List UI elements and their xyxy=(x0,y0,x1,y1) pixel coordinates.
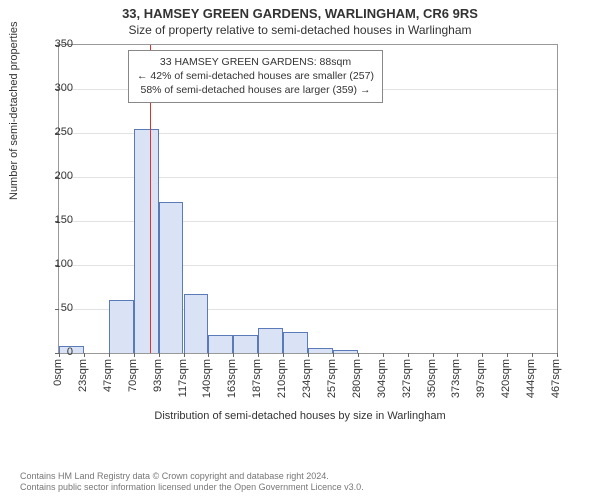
annotation-line: 58% of semi-detached houses are larger (… xyxy=(137,83,374,97)
histogram-bar xyxy=(134,129,159,353)
xtick-label: 47sqm xyxy=(102,359,114,392)
xtick-mark xyxy=(233,353,234,357)
xtick-mark xyxy=(333,353,334,357)
x-axis-label: Distribution of semi-detached houses by … xyxy=(0,410,600,422)
xtick-label: 397sqm xyxy=(475,359,487,398)
xtick-mark xyxy=(507,353,508,357)
xtick-label: 420sqm xyxy=(500,359,512,398)
footer-credits: Contains HM Land Registry data © Crown c… xyxy=(20,471,364,494)
xtick-mark xyxy=(208,353,209,357)
xtick-mark xyxy=(134,353,135,357)
xtick-mark xyxy=(383,353,384,357)
ytick-label: 350 xyxy=(33,38,73,50)
chart-area: 33 HAMSEY GREEN GARDENS: 88sqm ← 42% of … xyxy=(58,44,578,394)
xtick-label: 304sqm xyxy=(376,359,388,398)
histogram-bar xyxy=(258,328,283,353)
annotation-line: 33 HAMSEY GREEN GARDENS: 88sqm xyxy=(137,55,374,69)
annotation-box: 33 HAMSEY GREEN GARDENS: 88sqm ← 42% of … xyxy=(128,50,383,103)
ytick-label: 250 xyxy=(33,126,73,138)
xtick-label: 467sqm xyxy=(550,359,562,398)
xtick-label: 70sqm xyxy=(127,359,139,392)
footer-line: Contains HM Land Registry data © Crown c… xyxy=(20,471,364,483)
xtick-mark xyxy=(482,353,483,357)
xtick-label: 117sqm xyxy=(177,359,189,397)
histogram-bar xyxy=(283,332,308,353)
histogram-bar xyxy=(308,348,333,353)
xtick-label: 93sqm xyxy=(152,359,164,392)
xtick-label: 163sqm xyxy=(226,359,238,398)
xtick-mark xyxy=(109,353,110,357)
ytick-label: 100 xyxy=(33,258,73,270)
xtick-label: 257sqm xyxy=(326,359,338,398)
xtick-label: 234sqm xyxy=(301,359,313,398)
histogram-bar xyxy=(159,202,184,353)
xtick-mark xyxy=(457,353,458,357)
annotation-line: ← 42% of semi-detached houses are smalle… xyxy=(137,69,374,83)
ytick-label: 300 xyxy=(33,82,73,94)
xtick-mark xyxy=(258,353,259,357)
xtick-mark xyxy=(433,353,434,357)
xtick-label: 140sqm xyxy=(201,359,213,398)
ytick-label: 50 xyxy=(33,302,73,314)
xtick-mark xyxy=(283,353,284,357)
y-axis-label: Number of semi-detached properties xyxy=(8,21,20,200)
ytick-label: 200 xyxy=(33,170,73,182)
xtick-label: 444sqm xyxy=(525,359,537,398)
xtick-mark xyxy=(532,353,533,357)
xtick-mark xyxy=(184,353,185,357)
xtick-mark xyxy=(159,353,160,357)
xtick-label: 327sqm xyxy=(401,359,413,398)
xtick-label: 373sqm xyxy=(450,359,462,398)
xtick-label: 187sqm xyxy=(251,359,263,398)
xtick-mark xyxy=(308,353,309,357)
xtick-label: 0sqm xyxy=(52,359,64,386)
histogram-bar xyxy=(184,294,209,353)
page-subtitle: Size of property relative to semi-detach… xyxy=(0,21,600,37)
ytick-label: 0 xyxy=(33,346,73,358)
histogram-bar xyxy=(208,335,233,353)
xtick-mark xyxy=(358,353,359,357)
xtick-mark xyxy=(557,353,558,357)
footer-line: Contains public sector information licen… xyxy=(20,482,364,494)
histogram-bar xyxy=(233,335,258,353)
ytick-label: 150 xyxy=(33,214,73,226)
xtick-mark xyxy=(84,353,85,357)
xtick-label: 23sqm xyxy=(77,359,89,392)
page-title: 33, HAMSEY GREEN GARDENS, WARLINGHAM, CR… xyxy=(0,0,600,21)
histogram-bar xyxy=(333,350,358,353)
xtick-mark xyxy=(408,353,409,357)
xtick-label: 210sqm xyxy=(276,359,288,398)
histogram-bar xyxy=(109,300,134,353)
xtick-label: 350sqm xyxy=(426,359,438,398)
xtick-label: 280sqm xyxy=(351,359,363,398)
chart-container: 33, HAMSEY GREEN GARDENS, WARLINGHAM, CR… xyxy=(0,0,600,500)
